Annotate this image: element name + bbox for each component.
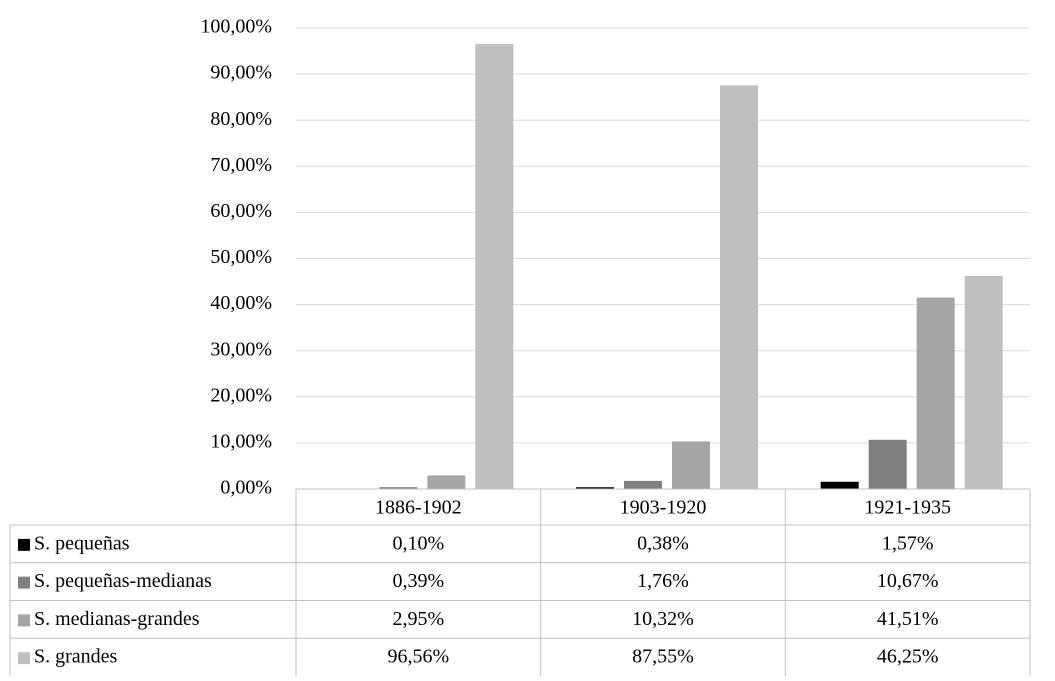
legend-label: S. medianas-grandes [34, 608, 200, 630]
table-value: 2,95% [392, 608, 444, 630]
bar [427, 475, 465, 489]
legend-label: S. pequeñas [34, 532, 130, 554]
bar [624, 481, 662, 489]
table-value: 1,57% [882, 532, 934, 554]
table-value: 0,39% [392, 570, 444, 592]
table-value: 0,38% [637, 532, 689, 554]
x-tick-label: 1903-1920 [620, 497, 707, 519]
bar [965, 276, 1003, 489]
table-value: 46,25% [877, 646, 939, 668]
table-value: 10,32% [632, 608, 694, 630]
x-tick-label: 1886-1902 [375, 497, 462, 519]
y-tick-label: 20,00% [210, 384, 272, 406]
y-tick-label: 100,00% [200, 16, 272, 38]
legend-swatch [18, 577, 30, 589]
table-value: 1,76% [637, 570, 689, 592]
y-tick-label: 30,00% [210, 338, 272, 360]
table-value: 87,55% [632, 646, 694, 668]
legend-label: S. grandes [34, 646, 118, 668]
table-value: 41,51% [877, 608, 939, 630]
y-tick-label: 70,00% [210, 154, 272, 176]
legend-swatch [18, 614, 30, 626]
bar [917, 298, 955, 489]
bar [869, 440, 907, 489]
bar [672, 441, 710, 489]
legend-swatch [18, 539, 30, 551]
y-tick-label: 0,00% [220, 477, 272, 499]
legend-label: S. pequeñas-medianas [34, 570, 212, 592]
table-value: 10,67% [877, 570, 939, 592]
y-tick-label: 10,00% [210, 430, 272, 452]
y-tick-label: 40,00% [210, 292, 272, 314]
table-value: 0,10% [392, 532, 444, 554]
bar [475, 44, 513, 489]
legend-swatch [18, 652, 30, 664]
y-tick-label: 90,00% [210, 62, 272, 84]
bar [821, 482, 859, 489]
y-tick-label: 80,00% [210, 108, 272, 130]
table-value: 96,56% [387, 646, 449, 668]
x-tick-label: 1921-1935 [864, 497, 951, 519]
y-tick-label: 60,00% [210, 200, 272, 222]
y-tick-label: 50,00% [210, 246, 272, 268]
bar [720, 85, 758, 489]
